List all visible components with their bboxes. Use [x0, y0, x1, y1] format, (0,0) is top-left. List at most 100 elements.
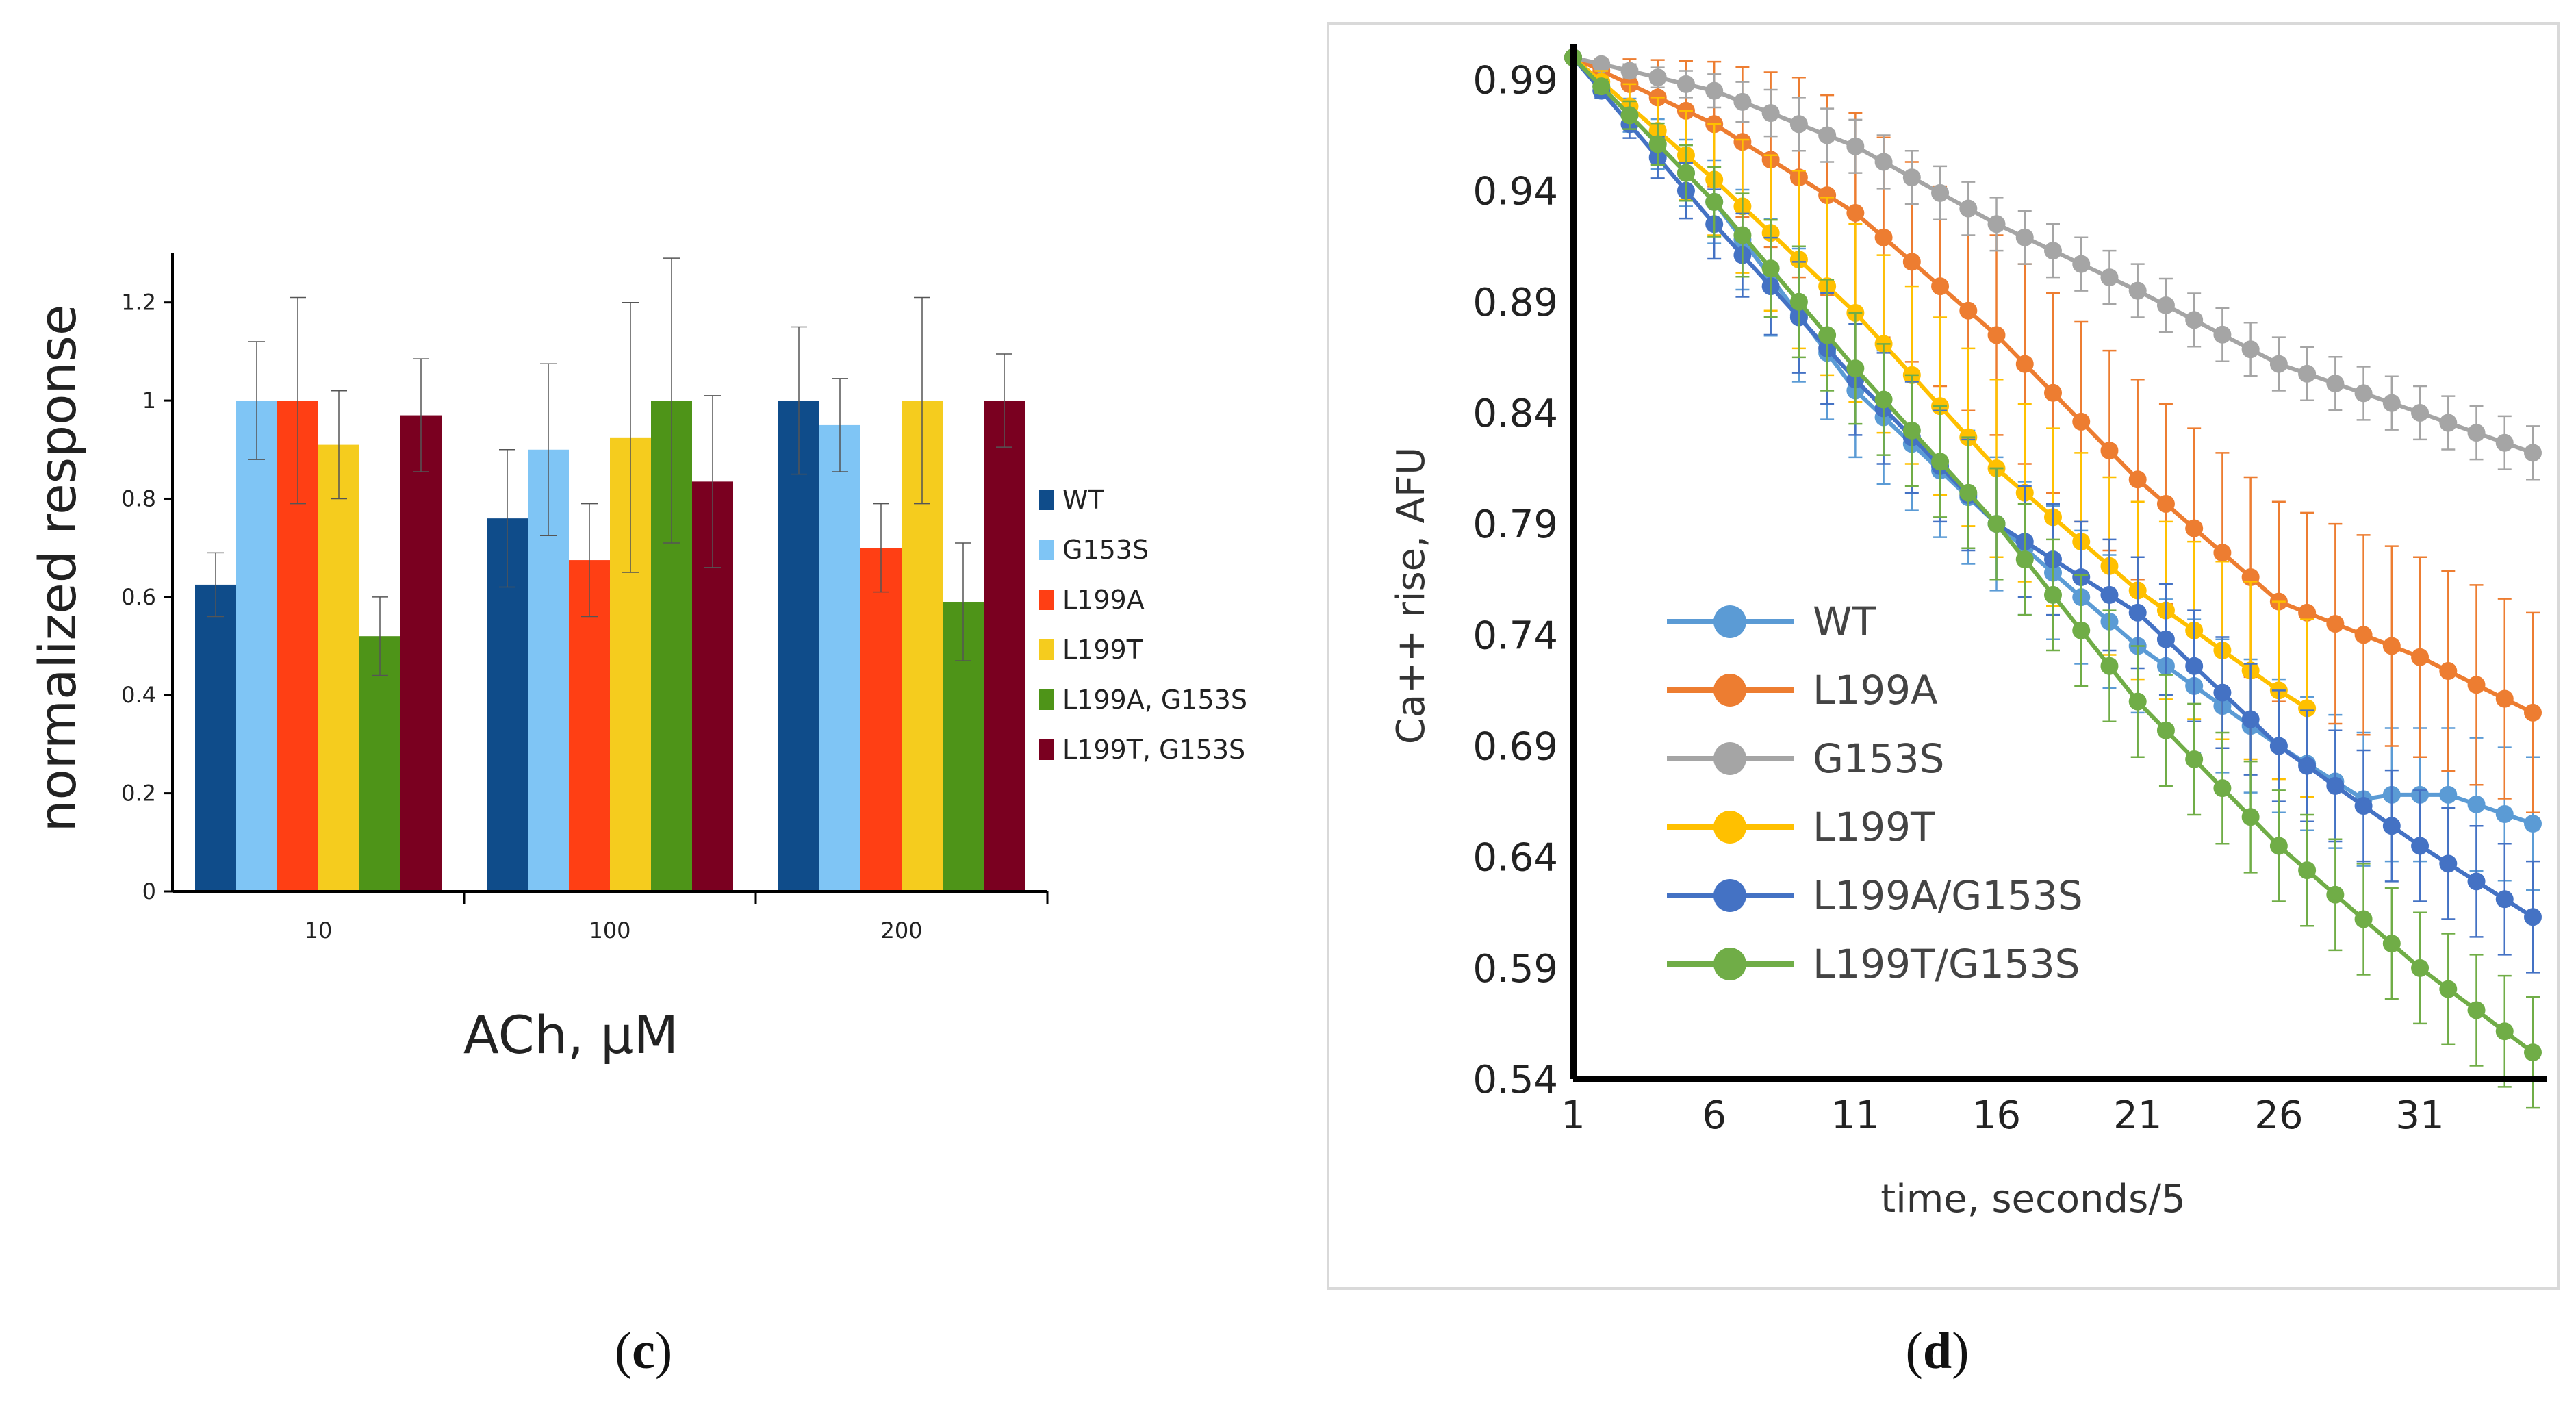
series-point — [2326, 615, 2345, 633]
bar — [819, 424, 860, 891]
series-point — [2156, 721, 2175, 739]
legend-label: L199A/G153S — [1813, 872, 2083, 919]
series-point — [2467, 872, 2486, 891]
series-point — [1846, 359, 1865, 378]
series-point — [1902, 253, 1921, 271]
series-point — [2269, 837, 2288, 855]
series-point — [2382, 637, 2401, 655]
series-point — [2495, 689, 2514, 708]
line-y-tick-label: 0.94 — [1472, 170, 1558, 214]
legend-swatch — [1039, 689, 1054, 710]
series-point — [2213, 779, 2232, 798]
line-chart-legend: WT L199A G153S L199T L199A/G153S L199T/G153S — [1667, 598, 2083, 987]
series-point — [1959, 483, 1978, 502]
line-y-tick-label: 0.54 — [1472, 1058, 1558, 1102]
legend-label: L199A — [1813, 667, 1938, 713]
legend-label: WT — [1062, 485, 1105, 515]
line-y-tick-label: 0.64 — [1472, 836, 1558, 880]
series-point — [2128, 470, 2147, 489]
series-point — [1846, 137, 1865, 155]
series-point — [2298, 861, 2317, 880]
bar-y-tick-label: 0.2 — [121, 781, 156, 807]
series-point — [2524, 703, 2542, 722]
series-point — [2128, 603, 2147, 622]
series-point — [2241, 340, 2260, 359]
bar — [984, 401, 1025, 891]
series-point — [2298, 699, 2317, 718]
series-point — [1987, 215, 2006, 233]
legend-swatch — [1039, 739, 1054, 760]
bar-chart-legend: WT G153S L199A L199T L199A, G153S L199T, G153… — [1039, 485, 1247, 765]
series-point — [1733, 92, 1752, 111]
series-point — [2185, 657, 2204, 675]
bar-y-tick-label: 1 — [142, 388, 156, 414]
series-point — [2213, 325, 2232, 344]
legend-marker — [1713, 674, 1746, 707]
series-point — [1620, 106, 1639, 125]
series-point — [1931, 277, 1950, 296]
series-point — [1959, 199, 1978, 218]
series-point — [1931, 183, 1950, 202]
series-point — [1902, 168, 1921, 187]
series-point — [2241, 710, 2260, 728]
series-point — [2044, 383, 2062, 402]
series-point — [2439, 854, 2458, 873]
series-point — [1846, 204, 1865, 223]
bar-y-tick-label: 0.8 — [121, 485, 156, 511]
series-point — [1902, 421, 1921, 440]
series-point — [1874, 153, 1893, 171]
line-chart-axes: 0.99 0.94 0.89 0.84 0.79 0.74 0.69 0.64 0.59 0.54… — [1472, 44, 2547, 1138]
series-point — [2524, 908, 2542, 926]
series-point — [2326, 776, 2345, 795]
series-point — [2015, 355, 2034, 373]
series-point — [1676, 75, 1695, 93]
series-point — [2326, 375, 2345, 393]
series-point — [2269, 355, 2288, 373]
series-point — [2467, 795, 2486, 813]
series-point — [2298, 757, 2317, 775]
bar-category-label: 10 — [305, 917, 333, 943]
series-point — [2100, 657, 2119, 675]
series-point — [2382, 817, 2401, 835]
bar — [195, 584, 236, 891]
series-point — [1705, 192, 1724, 211]
legend-marker — [1713, 605, 1746, 638]
series-point — [2100, 442, 2119, 460]
series-point — [1959, 301, 1978, 320]
legend-swatch — [1039, 540, 1054, 560]
series-point — [2156, 494, 2175, 513]
bar — [359, 636, 400, 891]
series-point — [1676, 164, 1695, 182]
series-point — [2213, 683, 2232, 702]
series-point — [1789, 292, 1808, 311]
line-chart-ylabel: Ca++ rise, AFU — [1389, 447, 1433, 744]
series-point — [1761, 259, 1780, 278]
bar-series-group — [195, 257, 1025, 891]
series-point — [2072, 255, 2091, 273]
series-point — [1874, 390, 1893, 409]
line-y-tick-label: 0.99 — [1472, 58, 1558, 103]
bar — [236, 401, 277, 891]
legend-label: G153S — [1813, 735, 1944, 782]
bar-category-label: 200 — [880, 917, 922, 943]
series-point — [2015, 228, 2034, 246]
line-y-tick-label: 0.59 — [1472, 947, 1558, 991]
series-point — [2495, 433, 2514, 452]
line-x-tick-label: 1 — [1561, 1093, 1585, 1138]
legend-label: G153S — [1062, 535, 1149, 565]
legend-swatch — [1039, 639, 1054, 660]
bar-y-tick-label: 0.4 — [121, 682, 156, 708]
legend-label: WT — [1813, 598, 1876, 645]
series-point — [2298, 603, 2317, 622]
bar-y-tick-label: 0.6 — [121, 584, 156, 610]
bar-category-label: 100 — [589, 917, 630, 943]
line-x-tick-label: 31 — [2395, 1093, 2444, 1138]
line-x-tick-label: 26 — [2254, 1093, 2303, 1138]
line-y-tick-label: 0.89 — [1472, 281, 1558, 325]
series-point — [2156, 630, 2175, 648]
legend-swatch — [1039, 490, 1054, 510]
series-point — [2439, 785, 2458, 804]
legend-label: L199T, G153S — [1062, 735, 1245, 765]
line-chart-panel: 0.99 0.94 0.89 0.84 0.79 0.74 0.69 0.64 0.59 0.54… — [1327, 22, 2560, 1380]
legend-label: L199T — [1813, 804, 1935, 850]
